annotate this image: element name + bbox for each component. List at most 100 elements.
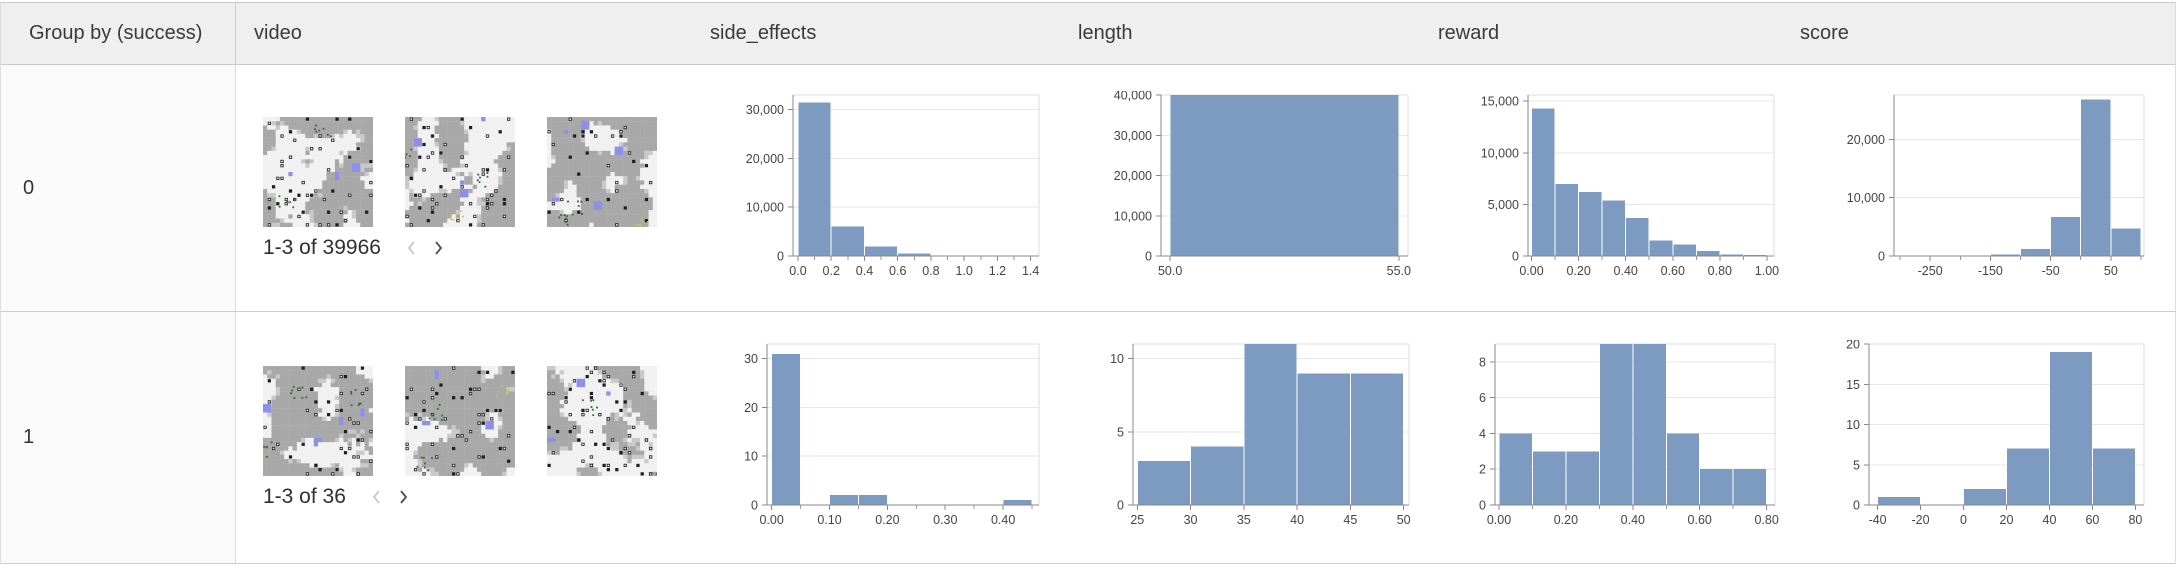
video-thumbnails xyxy=(263,366,692,476)
svg-text:10,000: 10,000 xyxy=(1114,209,1152,223)
group-value-cell: 0 xyxy=(1,65,236,311)
pager-arrows xyxy=(370,487,410,507)
svg-text:10,000: 10,000 xyxy=(1847,191,1885,205)
video-thumbnail[interactable] xyxy=(263,117,373,227)
svg-text:45: 45 xyxy=(1343,513,1357,527)
svg-text:2: 2 xyxy=(1479,463,1486,477)
svg-text:0: 0 xyxy=(1479,499,1486,513)
svg-text:10: 10 xyxy=(1110,352,1124,366)
svg-text:-250: -250 xyxy=(1918,264,1943,278)
video-thumbnail[interactable] xyxy=(263,366,373,476)
svg-text:30: 30 xyxy=(1184,513,1198,527)
svg-text:35: 35 xyxy=(1237,513,1251,527)
column-header-score[interactable]: score xyxy=(1782,3,2176,64)
svg-text:15,000: 15,000 xyxy=(1481,94,1519,108)
video-pager: 1-3 of 36 xyxy=(263,485,692,509)
svg-text:20: 20 xyxy=(744,401,758,415)
table-row-group-0: 0 1-3 of 39966 xyxy=(1,65,2175,312)
video-thumbnail[interactable] xyxy=(547,366,657,476)
svg-text:0.00: 0.00 xyxy=(1519,264,1543,278)
svg-text:50: 50 xyxy=(2104,264,2118,278)
video-cell: 1-3 of 36 xyxy=(236,312,692,563)
svg-text:10: 10 xyxy=(744,450,758,464)
svg-text:5: 5 xyxy=(1117,425,1124,439)
svg-text:0.80: 0.80 xyxy=(1708,264,1732,278)
svg-text:6: 6 xyxy=(1479,391,1486,405)
svg-text:0.4: 0.4 xyxy=(856,264,873,278)
svg-text:25: 25 xyxy=(1130,513,1144,527)
pager-prev-button[interactable] xyxy=(405,238,418,258)
svg-text:0.6: 0.6 xyxy=(889,264,906,278)
svg-text:0: 0 xyxy=(1960,513,1967,527)
svg-text:-20: -20 xyxy=(1912,513,1930,527)
table-header-row: Group by (success) video side_effects le… xyxy=(1,3,2175,65)
svg-text:55.0: 55.0 xyxy=(1387,264,1411,278)
svg-text:50.0: 50.0 xyxy=(1158,264,1182,278)
svg-text:0.0: 0.0 xyxy=(789,264,806,278)
svg-text:0: 0 xyxy=(777,249,784,263)
svg-text:10: 10 xyxy=(1846,418,1860,432)
svg-text:0.40: 0.40 xyxy=(1621,513,1645,527)
histogram-score-group-0: 0 10,000 20,000 -250 -150 -50 50 xyxy=(1782,65,2176,311)
svg-text:50: 50 xyxy=(1397,513,1411,527)
pager-next-button[interactable] xyxy=(432,238,445,258)
svg-text:8: 8 xyxy=(1479,355,1486,369)
svg-text:1.2: 1.2 xyxy=(989,264,1006,278)
svg-text:15: 15 xyxy=(1846,378,1860,392)
chevron-right-icon xyxy=(432,238,445,258)
svg-text:20,000: 20,000 xyxy=(746,151,784,165)
svg-text:0.80: 0.80 xyxy=(1754,513,1778,527)
video-thumbnail[interactable] xyxy=(405,117,515,227)
svg-text:-150: -150 xyxy=(1978,264,2003,278)
svg-text:0.20: 0.20 xyxy=(1566,264,1590,278)
svg-text:0.00: 0.00 xyxy=(759,513,783,527)
svg-text:30: 30 xyxy=(744,352,758,366)
column-header-video[interactable]: video xyxy=(236,3,692,64)
svg-text:0: 0 xyxy=(1878,249,1885,263)
svg-text:0: 0 xyxy=(1145,249,1152,263)
pager-prev-button[interactable] xyxy=(370,487,383,507)
svg-text:-40: -40 xyxy=(1869,513,1887,527)
column-header-side-effects[interactable]: side_effects xyxy=(692,3,1060,64)
svg-text:20,000: 20,000 xyxy=(1114,169,1152,183)
svg-text:0.00: 0.00 xyxy=(1487,513,1511,527)
svg-text:20,000: 20,000 xyxy=(1847,132,1885,146)
svg-text:20: 20 xyxy=(2000,513,2014,527)
svg-text:-50: -50 xyxy=(2042,264,2060,278)
video-thumbnails xyxy=(263,117,692,227)
pager-next-button[interactable] xyxy=(397,487,410,507)
video-cell: 1-3 of 39966 xyxy=(236,65,692,311)
column-header-reward[interactable]: reward xyxy=(1420,3,1782,64)
svg-text:30,000: 30,000 xyxy=(746,103,784,117)
svg-text:30,000: 30,000 xyxy=(1114,128,1152,142)
column-header-group-by[interactable]: Group by (success) xyxy=(1,3,236,64)
svg-text:0.20: 0.20 xyxy=(875,513,899,527)
pager-range-label: 1-3 of 39966 xyxy=(263,236,381,260)
svg-text:0.30: 0.30 xyxy=(933,513,957,527)
video-thumbnail[interactable] xyxy=(405,366,515,476)
svg-text:10,000: 10,000 xyxy=(1481,146,1519,160)
column-header-length[interactable]: length xyxy=(1060,3,1420,64)
svg-text:10,000: 10,000 xyxy=(746,200,784,214)
svg-text:0: 0 xyxy=(1512,249,1519,263)
svg-text:60: 60 xyxy=(2085,513,2099,527)
svg-text:0.20: 0.20 xyxy=(1554,513,1578,527)
svg-text:0: 0 xyxy=(1117,499,1124,513)
chevron-right-icon xyxy=(397,487,410,507)
svg-text:0.2: 0.2 xyxy=(823,264,840,278)
pager-range-label: 1-3 of 36 xyxy=(263,485,346,509)
svg-text:0: 0 xyxy=(1853,499,1860,513)
video-thumbnail[interactable] xyxy=(547,117,657,227)
svg-text:0.40: 0.40 xyxy=(1614,264,1638,278)
group-value-cell: 1 xyxy=(1,312,236,563)
svg-text:1.0: 1.0 xyxy=(956,264,973,278)
svg-text:4: 4 xyxy=(1479,427,1486,441)
